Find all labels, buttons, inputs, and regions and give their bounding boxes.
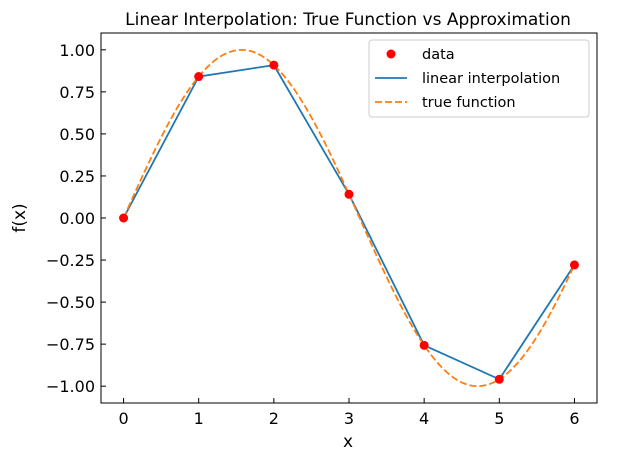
legend: data linear interpolation true function [368, 39, 590, 118]
y-tick-label: 0.50 [59, 125, 95, 144]
legend-box [368, 39, 590, 118]
y-axis-label: f(x) [10, 203, 30, 232]
chart-title: Linear Interpolation: True Function vs A… [125, 10, 571, 30]
legend-label: true function [422, 95, 516, 111]
data-point [269, 60, 279, 70]
y-tick-label: −1.00 [46, 377, 95, 396]
x-tick-label: 3 [344, 409, 354, 428]
legend-label: linear interpolation [422, 71, 560, 87]
x-axis-label: x [343, 432, 353, 452]
tick-marks: 0 1 2 3 4 5 6 1.00 0.75 0.50 0.25 0.00 −0.25 −0.50 −0.… [46, 41, 580, 428]
data-point [194, 72, 204, 82]
plot-area [119, 49, 579, 388]
data-point [119, 213, 129, 223]
data-point [344, 189, 354, 199]
y-tick-label: −0.25 [46, 251, 95, 270]
data-point [569, 260, 579, 270]
x-tick-label: 4 [419, 409, 429, 428]
x-tick-label: 0 [118, 409, 128, 428]
legend-marker-data [386, 49, 396, 59]
data-point [419, 340, 429, 350]
y-tick-label: 0.75 [59, 83, 95, 102]
x-tick-label: 5 [494, 409, 504, 428]
y-tick-label: 0.25 [59, 167, 95, 186]
legend-label: data [422, 47, 455, 63]
x-tick-label: 6 [569, 409, 579, 428]
y-tick-label: −0.50 [46, 293, 95, 312]
y-tick-label: −0.75 [46, 335, 95, 354]
x-tick-label: 2 [269, 409, 279, 428]
y-tick-label: 1.00 [59, 41, 95, 60]
y-tick-label: 0.00 [59, 209, 95, 228]
data-point [494, 374, 504, 384]
x-tick-label: 1 [194, 409, 204, 428]
